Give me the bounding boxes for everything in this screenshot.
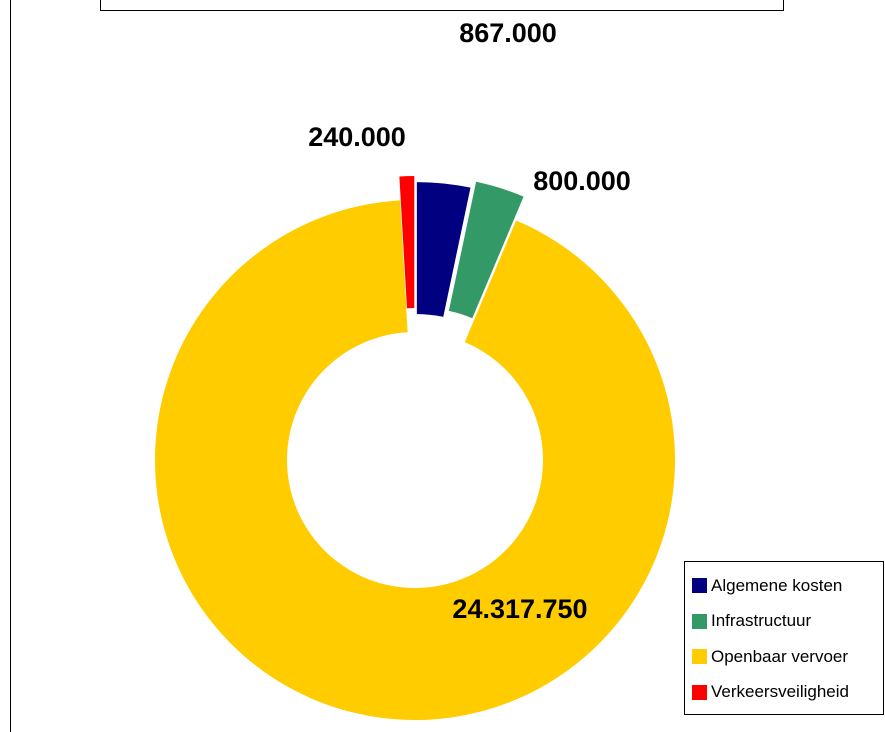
legend-item-infrastructuur: Infrastructuur <box>685 604 883 640</box>
slice-infrastructuur <box>448 181 524 319</box>
data-label-algemene-kosten: 867.000 <box>459 18 557 48</box>
labels-group: 867.000 800.000 24.317.750 240.000 <box>308 18 631 624</box>
slices-group <box>155 176 676 721</box>
legend: Algemene kosten Infrastructuur Openbaar … <box>684 561 884 715</box>
legend-label: Algemene kosten <box>711 575 843 595</box>
title-box <box>100 0 784 11</box>
legend-item-openbaar-vervoer: Openbaar vervoer <box>685 639 883 675</box>
legend-label: Infrastructuur <box>711 611 812 631</box>
slice-algemene-kosten <box>416 182 471 317</box>
legend-label: Verkeersveiligheid <box>711 682 849 702</box>
legend-swatch-infrastructuur <box>692 613 707 629</box>
data-label-openbaar-vervoer: 24.317.750 <box>452 594 587 624</box>
legend-label: Openbaar vervoer <box>711 646 849 666</box>
legend-swatch-verkeersveiligheid <box>692 684 707 700</box>
data-label-verkeersveiligheid: 240.000 <box>308 122 406 152</box>
legend-item-verkeersveiligheid: Verkeersveiligheid <box>685 675 883 711</box>
legend-item-algemene-kosten: Algemene kosten <box>685 568 883 604</box>
slice-verkeersveiligheid <box>399 176 415 309</box>
data-label-infrastructuur: 800.000 <box>533 166 631 196</box>
legend-swatch-algemene-kosten <box>692 578 707 594</box>
slice-openbaar-vervoer <box>155 200 676 721</box>
legend-swatch-openbaar-vervoer <box>692 649 707 665</box>
chart-area-border <box>10 0 11 732</box>
